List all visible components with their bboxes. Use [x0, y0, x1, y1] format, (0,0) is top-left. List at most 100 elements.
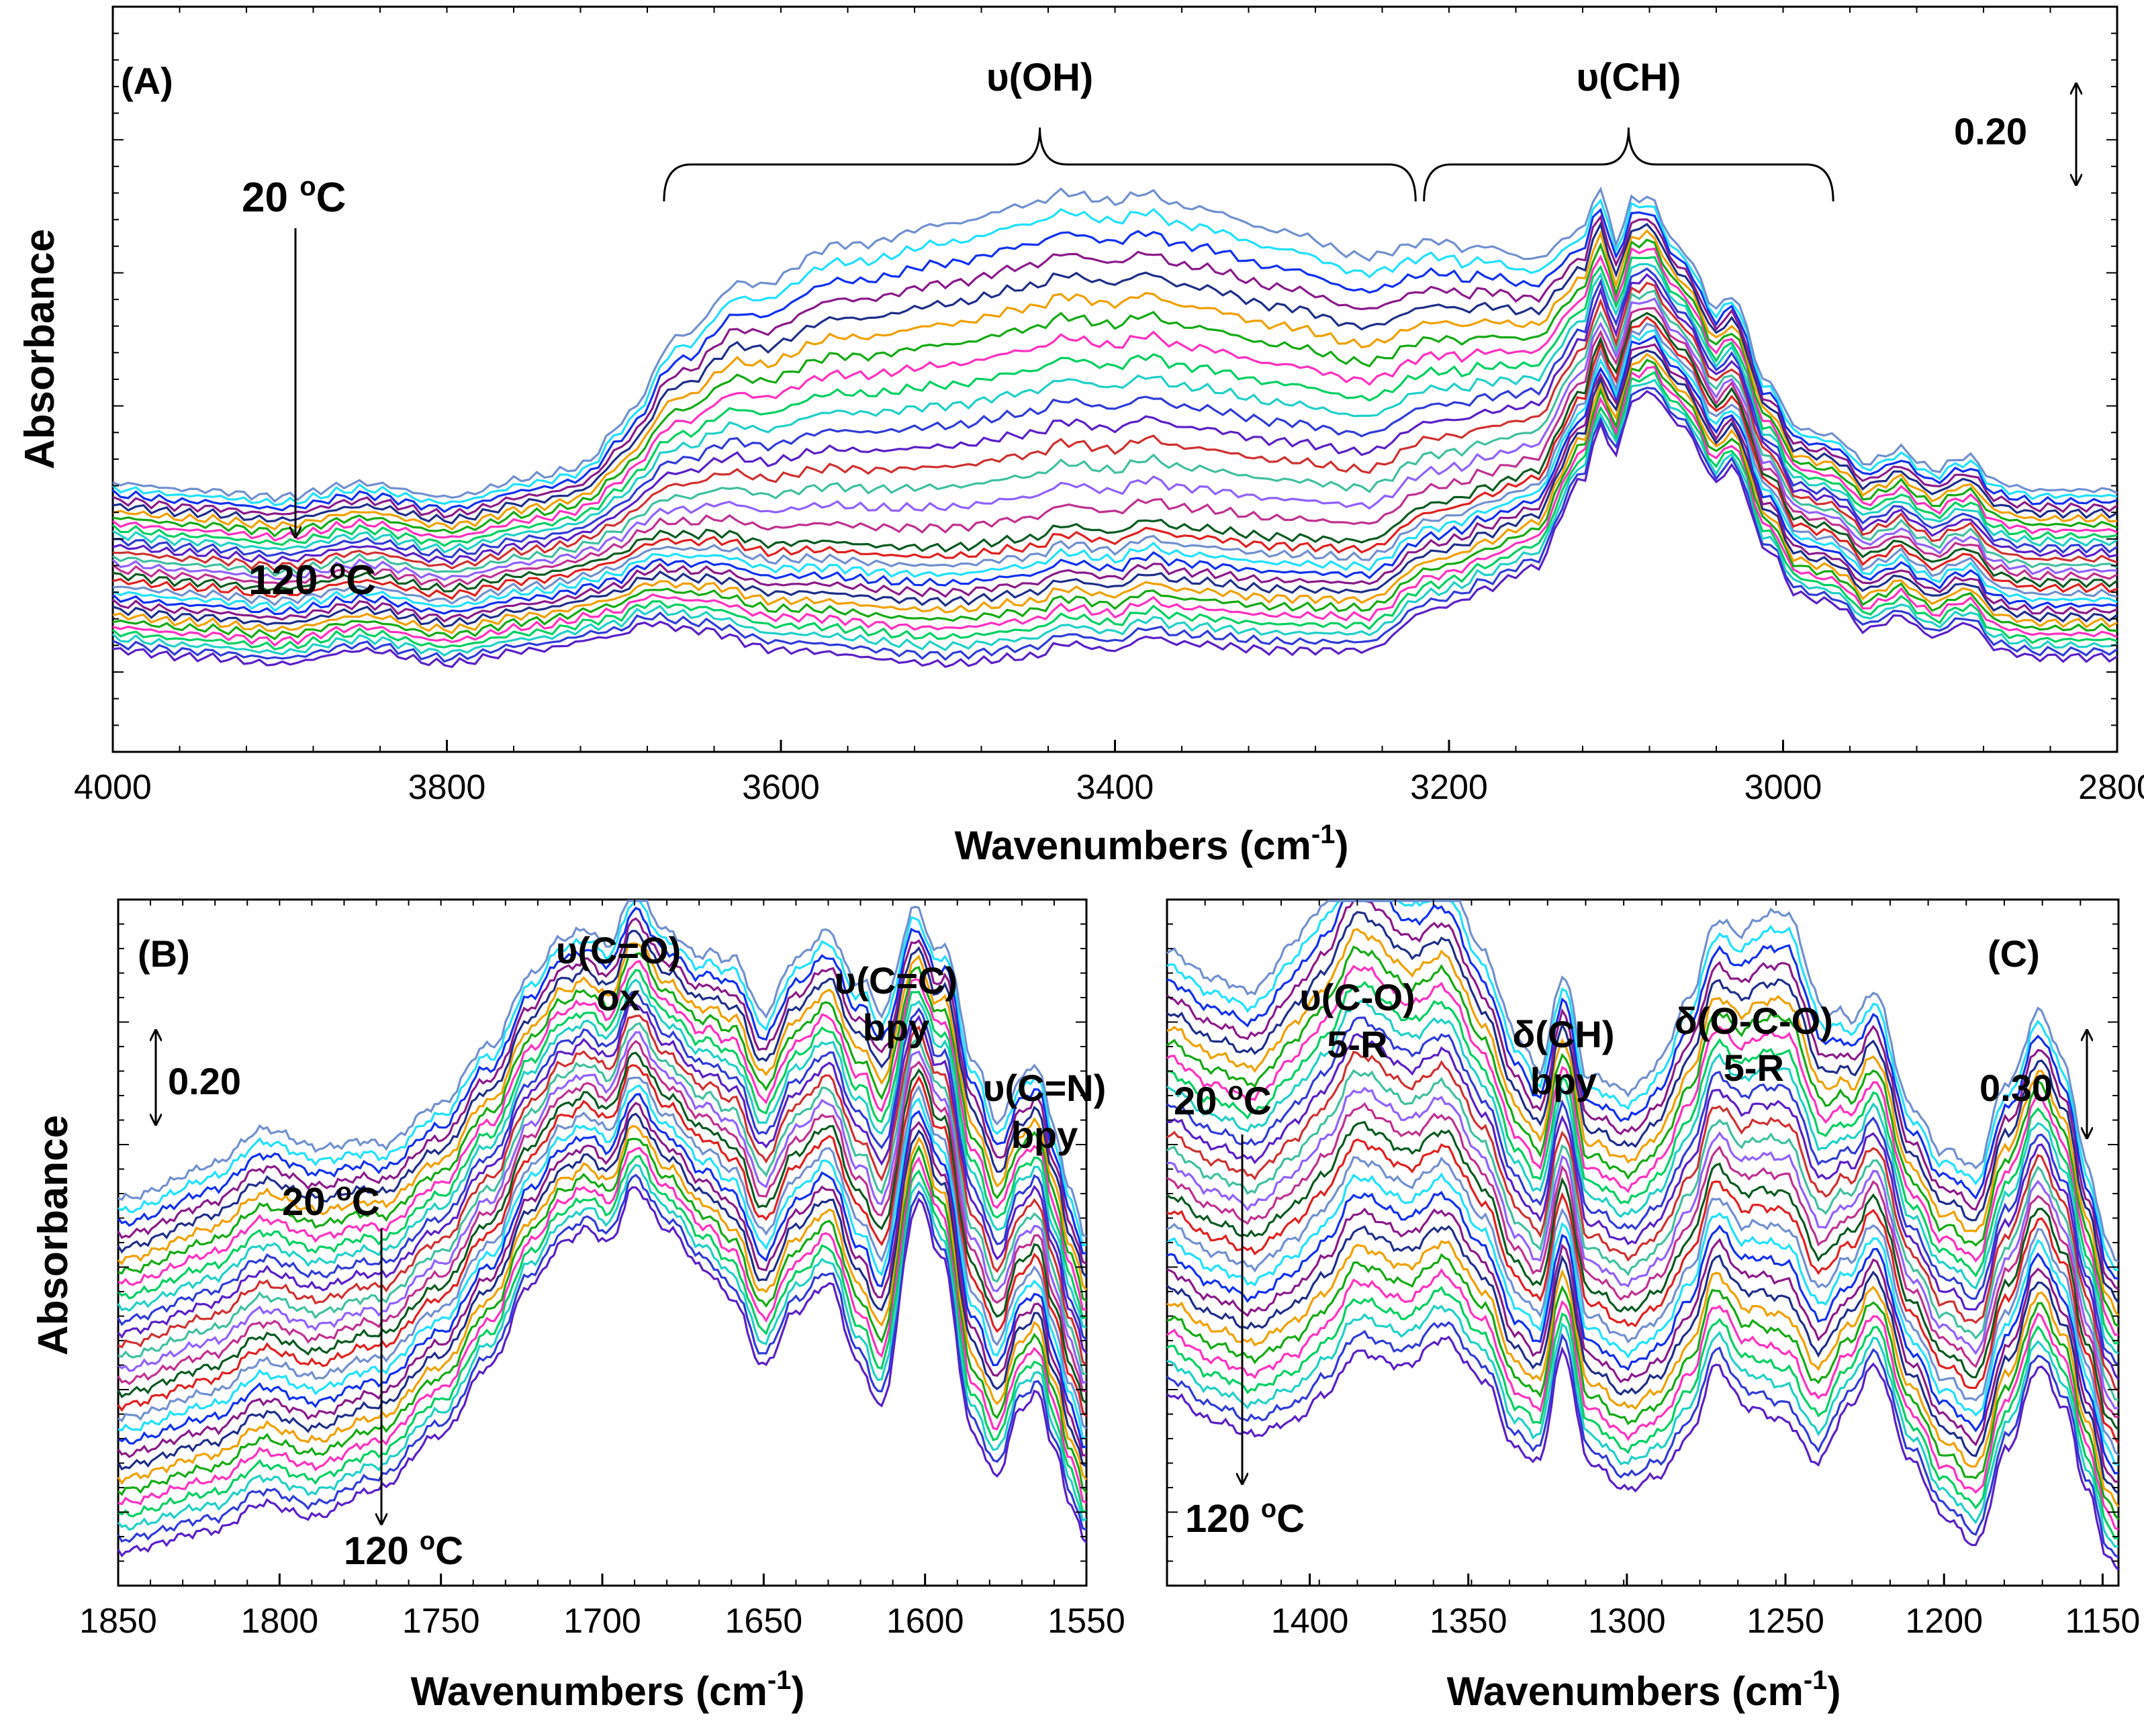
panel-a-xtick-label: 3400 [1076, 768, 1154, 807]
panel-b-series-8 [117, 1112, 1087, 1471]
panel-c-series-1 [1166, 1335, 2120, 1572]
panel-a-series-22 [111, 256, 2118, 547]
panel-c-xtick-label: 1400 [1271, 1602, 1349, 1641]
panel-b-series-6 [117, 1138, 1088, 1496]
panel-b-annotation-line2: bpy [1011, 1114, 1078, 1156]
panel-b-series-25 [117, 942, 1088, 1291]
panel-b-series-7 [117, 1125, 1088, 1485]
panel-b-series-18 [118, 1014, 1088, 1366]
panel-a-series-18 [112, 281, 2118, 573]
panel-c-series-5 [1166, 1267, 2119, 1531]
panel-a-xtick-label: 3200 [1410, 768, 1488, 807]
panel-b-xtick-label: 1600 [886, 1602, 964, 1641]
panel-c-series-29 [1166, 899, 2119, 1271]
panel-b-scale-label: 0.20 [168, 1060, 241, 1102]
panel-c-annotations: υ(C-O) 5-R δ(CH) bpy δ(O-C-O) 5-R [1299, 976, 1833, 1102]
panel-c-xtick-label: 1250 [1746, 1602, 1824, 1641]
panel-c-temp-end-unit: C [1276, 1497, 1305, 1541]
panel-c-series-12 [1166, 1156, 2120, 1456]
panel-b-series-3 [117, 1163, 1087, 1531]
panel-c-series-3 [1166, 1304, 2119, 1548]
panel-b-xlabel-close: ) [791, 1669, 804, 1714]
panel-b-xtick-label: 1550 [1047, 1602, 1125, 1641]
panel-a-series-5 [112, 365, 2118, 647]
panel-b-series-10 [118, 1093, 1087, 1449]
panel-b-series-26 [117, 930, 1088, 1278]
panel-c-ticks: 1400 1350 1300 1250 1200 1150 [1166, 899, 2140, 1641]
panel-c-series-22 [1166, 980, 2119, 1345]
panel-a-temp-start-deg: o [299, 172, 316, 201]
panel-c-series-30 [1166, 900, 2119, 1263]
panel-b-series-28 [117, 906, 1087, 1255]
panel-b-annotation-line2: bpy [863, 1006, 930, 1049]
panel-b-temp-end-deg: o [420, 1527, 435, 1555]
panel-c-temp-end-deg: o [1261, 1495, 1276, 1523]
panel-b-series-13 [117, 1064, 1088, 1418]
panel-c-temp-start-unit: C [1244, 1079, 1272, 1123]
panel-b-xtick-label: 1650 [725, 1602, 802, 1641]
panel-b-series-27 [117, 917, 1087, 1265]
panel-a-temp-end-num: 120 [248, 557, 330, 604]
panel-a-temp-end-unit: C [346, 557, 376, 604]
panel-c-curves [1166, 899, 2120, 1572]
panel-c-label: (C) [1988, 932, 2040, 975]
panel-a-series-14 [112, 311, 2118, 593]
panel-a-temp-start-num: 20 [242, 175, 299, 221]
panel-a: 4000 3800 3600 3400 3200 3000 2800 (A) Absorba… [17, 5, 2144, 868]
panel-b-xlabel-sup: -1 [767, 1666, 792, 1695]
panel-a-label: (A) [121, 60, 173, 102]
panel-a-ticks: 4000 3800 3600 3400 3200 3000 2800 [74, 6, 2144, 807]
panel-b-series-5 [118, 1147, 1087, 1506]
panel-a-series-4 [111, 371, 2118, 651]
panel-c-temp-start: 20 oC [1174, 1077, 1272, 1123]
panel-b-series-4 [118, 1155, 1087, 1518]
panel-a-series-15 [112, 307, 2118, 589]
panel-b-series-20 [117, 991, 1088, 1341]
panel-a-series-17 [112, 289, 2118, 577]
panel-c-series-16 [1166, 1086, 2119, 1410]
panel-b-series-2 [117, 1173, 1087, 1543]
panel-a-series-19 [112, 273, 2118, 566]
panel-c-series-26 [1166, 911, 2120, 1304]
panel-a-series-20 [112, 267, 2118, 559]
panel-c-series-18 [1166, 1051, 2120, 1392]
panel-a-series-13 [112, 316, 2118, 600]
panel-b-label: (B) [138, 932, 190, 975]
panel-c-series-9 [1166, 1207, 2119, 1484]
panel-a-series-23 [112, 246, 2118, 542]
panel-b-temp-end-unit: C [435, 1529, 463, 1573]
panel-a-xlabel-main: Wavenumbers (cm [955, 823, 1311, 868]
panel-b-series-14 [117, 1051, 1088, 1404]
panel-a-bands: υ(OH) υ(CH) [663, 56, 1834, 202]
panel-b-xtick-label: 1700 [563, 1602, 641, 1641]
panel-a-series-29 [111, 198, 2118, 507]
panel-a-scale-label: 0.20 [1954, 110, 2027, 152]
panel-b-series-11 [118, 1084, 1087, 1440]
panel-b-series-22 [117, 969, 1087, 1320]
panel-c-series-8 [1166, 1224, 2120, 1494]
panel-b-annotation-line1: υ(C=N) [983, 1067, 1106, 1109]
panel-b-temp-end-num: 120 [344, 1529, 420, 1573]
panel-a-series-2 [112, 387, 2118, 663]
panel-b-temp-end: 120 oC [344, 1527, 463, 1573]
panel-c-annotation-line2: 5-R [1724, 1047, 1784, 1089]
panel-b-series-23 [118, 959, 1087, 1311]
panel-b-annotation-line2: ox [596, 976, 640, 1018]
panel-a-xtick-label: 3000 [1744, 768, 1822, 807]
panel-c-series-14 [1166, 1120, 2120, 1431]
panel-b-temp-start-unit: C [352, 1180, 380, 1224]
panel-a-series-12 [112, 322, 2118, 607]
panel-c-series-4 [1166, 1286, 2119, 1540]
panel-b-xtick-label: 1800 [240, 1602, 318, 1641]
panel-c-xlabel-close: ) [1827, 1669, 1840, 1714]
panel-b-xlabel-main: Wavenumbers (cm [411, 1669, 767, 1714]
panel-a-band-label: υ(CH) [1576, 56, 1681, 99]
panel-b-xtick-label: 1850 [79, 1602, 157, 1641]
panel-c-series-21 [1166, 997, 2119, 1355]
panel-a-series-3 [111, 378, 2118, 657]
panel-b-series-12 [118, 1076, 1088, 1430]
panel-a-band-brace [663, 127, 1417, 202]
panel-c-xlabel-sup: -1 [1804, 1666, 1828, 1695]
panel-a-series-28 [111, 207, 2118, 514]
panel-a-xlabel: Wavenumbers (cm-1) [955, 820, 1349, 868]
